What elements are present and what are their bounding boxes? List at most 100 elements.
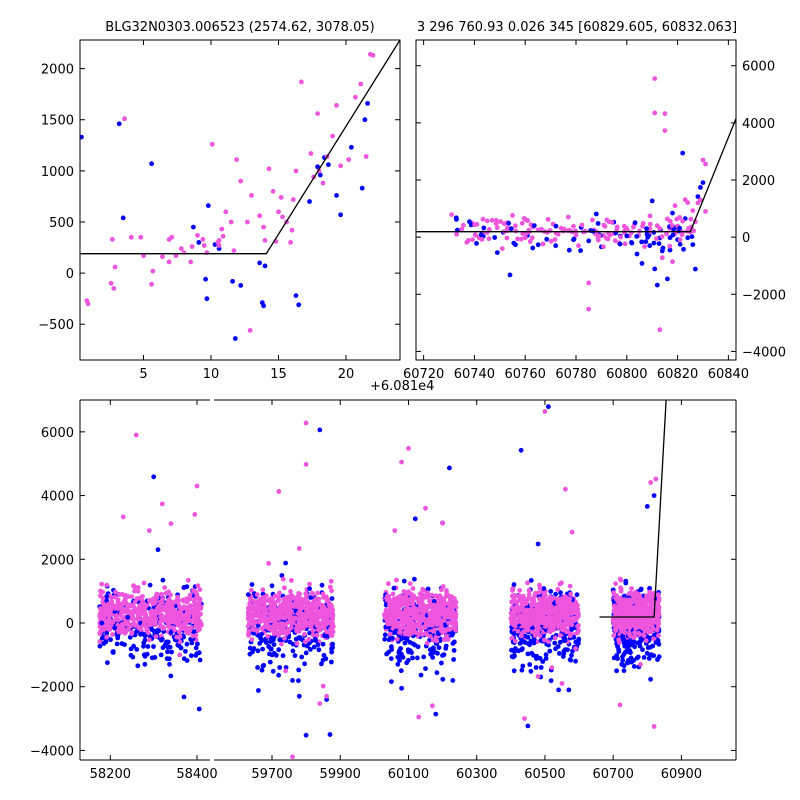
- data-point-pink: [159, 599, 165, 604]
- data-point-pink: [170, 625, 176, 630]
- data-point-pink: [533, 621, 539, 627]
- data-point-pink: [611, 622, 617, 628]
- data-point-pink: [617, 702, 623, 708]
- data-point-pink: [326, 620, 332, 626]
- data-point-blue: [120, 215, 126, 221]
- data-point-pink: [394, 577, 399, 583]
- data-point-blue: [632, 220, 638, 226]
- data-point-pink: [291, 620, 296, 626]
- data-point-pink: [216, 243, 222, 248]
- data-point-pink: [519, 633, 524, 638]
- data-point-pink: [466, 238, 471, 243]
- data-point-blue: [290, 678, 295, 683]
- data-point-blue: [566, 247, 572, 253]
- data-point-blue: [630, 642, 636, 648]
- y-tick-label: −4000: [742, 345, 786, 360]
- data-point-blue: [651, 493, 657, 498]
- data-point-pink: [531, 608, 537, 614]
- y-tick-label: 4000: [742, 117, 775, 132]
- data-point-pink: [100, 595, 106, 601]
- data-point-blue: [648, 676, 653, 682]
- data-point-pink: [667, 218, 673, 224]
- data-point-pink: [414, 596, 420, 602]
- data-point-blue: [557, 639, 563, 645]
- data-point-pink: [191, 611, 197, 616]
- data-point-pink: [188, 259, 194, 265]
- data-point-blue: [698, 185, 703, 190]
- data-point-blue: [349, 144, 354, 150]
- data-point-pink: [175, 594, 181, 600]
- data-point-pink: [445, 611, 451, 616]
- data-point-pink: [315, 590, 321, 596]
- data-point-pink: [446, 620, 451, 626]
- data-point-pink: [289, 578, 294, 583]
- data-point-pink: [289, 227, 295, 233]
- data-point-blue: [421, 654, 427, 660]
- data-point-pink: [249, 193, 254, 198]
- data-point-blue: [99, 620, 105, 626]
- data-point-blue: [104, 630, 110, 636]
- data-point-blue: [296, 693, 302, 699]
- data-point-pink: [294, 641, 300, 646]
- data-point-pink: [178, 246, 184, 252]
- data-point-pink: [248, 587, 254, 593]
- data-point-pink: [149, 281, 155, 287]
- data-point-pink: [542, 637, 547, 643]
- data-point-pink: [279, 641, 284, 647]
- data-point-pink: [514, 599, 520, 605]
- data-point-pink: [134, 607, 140, 613]
- data-point-pink: [567, 583, 573, 589]
- data-point-pink: [197, 626, 202, 632]
- data-point-pink: [284, 613, 290, 619]
- data-point-blue: [303, 732, 309, 738]
- data-point-pink: [152, 613, 158, 618]
- data-point-blue: [637, 643, 643, 649]
- data-point-pink: [195, 607, 201, 613]
- data-point-pink: [119, 626, 124, 631]
- data-point-pink: [168, 521, 174, 526]
- data-point-pink: [567, 600, 573, 606]
- data-point-pink: [433, 593, 438, 599]
- data-point-pink: [651, 724, 657, 729]
- y-tick-label: 500: [49, 216, 74, 231]
- data-point-pink: [529, 596, 535, 602]
- y-tick-label: 0: [66, 267, 74, 282]
- data-point-blue: [535, 541, 541, 547]
- data-point-pink: [277, 590, 282, 596]
- data-point-blue: [511, 240, 517, 246]
- data-point-blue: [454, 217, 459, 222]
- data-point-pink: [150, 608, 156, 614]
- data-point-blue: [520, 663, 526, 669]
- data-point-pink: [228, 219, 234, 225]
- data-point-pink: [654, 236, 659, 242]
- data-point-pink: [605, 236, 611, 242]
- data-point-blue: [586, 238, 592, 244]
- data-point-pink: [430, 637, 436, 643]
- data-point-blue: [430, 650, 436, 656]
- data-point-blue: [322, 633, 328, 639]
- data-point-blue: [104, 594, 110, 599]
- model-line: [416, 118, 736, 233]
- data-point-blue: [553, 243, 559, 249]
- data-point-blue: [245, 592, 251, 597]
- data-point-pink: [317, 612, 323, 618]
- data-point-blue: [451, 648, 457, 653]
- data-point-pink: [117, 592, 122, 597]
- data-point-blue: [141, 643, 146, 649]
- data-point-blue: [99, 635, 105, 641]
- data-point-pink: [182, 619, 188, 625]
- data-point-pink: [288, 593, 294, 599]
- data-point-pink: [452, 617, 458, 622]
- data-point-pink: [622, 629, 627, 635]
- data-point-pink: [631, 224, 636, 230]
- data-point-pink: [353, 94, 358, 100]
- data-point-pink: [579, 222, 585, 228]
- data-point-blue: [621, 637, 626, 643]
- data-point-blue: [359, 185, 365, 191]
- data-point-blue: [690, 242, 696, 248]
- data-point-pink: [113, 589, 118, 595]
- data-point-pink: [303, 595, 309, 600]
- x-tick-label: 60760: [505, 367, 546, 382]
- data-point-pink: [515, 605, 520, 611]
- data-point-blue: [149, 627, 155, 632]
